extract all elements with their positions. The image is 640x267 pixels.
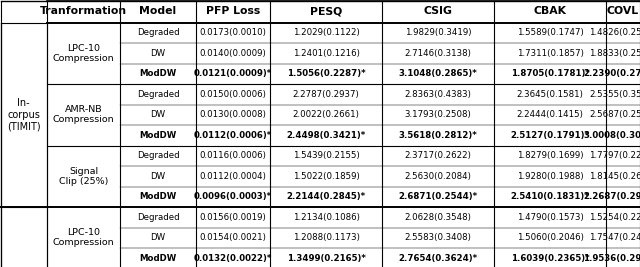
Text: 0.0173(0.0010): 0.0173(0.0010) [200,28,266,37]
Text: 0.0132(0.0022)*: 0.0132(0.0022)* [194,254,272,263]
Text: 1.9536(0.2959)*: 1.9536(0.2959)* [584,254,640,263]
Text: 1.8279(0.1699): 1.8279(0.1699) [516,151,583,160]
Text: 0.0121(0.0009)*: 0.0121(0.0009)* [194,69,272,78]
Text: 2.2787(0.2937): 2.2787(0.2937) [292,90,360,99]
Text: 2.2144(0.2845)*: 2.2144(0.2845)* [287,192,365,201]
Text: Degraded: Degraded [137,151,179,160]
Text: 1.6039(0.2365)*: 1.6039(0.2365)* [511,254,589,263]
Text: ModDW: ModDW [140,192,177,201]
Text: 2.5410(0.1831)*: 2.5410(0.1831)* [511,192,589,201]
Text: DW: DW [150,110,166,119]
Text: PESQ: PESQ [310,6,342,17]
Text: 2.3717(0.2622): 2.3717(0.2622) [404,151,472,160]
Text: 2.7654(0.3624)*: 2.7654(0.3624)* [399,254,477,263]
Text: 1.5060(0.2046): 1.5060(0.2046) [516,233,584,242]
Text: 1.2134(0.1086): 1.2134(0.1086) [292,213,360,222]
Text: 1.5254(0.2281): 1.5254(0.2281) [589,213,640,222]
Text: DW: DW [150,49,166,58]
Text: 1.7547(0.2453): 1.7547(0.2453) [589,233,640,242]
Text: 0.0154(0.0021): 0.0154(0.0021) [200,233,266,242]
Text: ModDW: ModDW [140,131,177,140]
Text: Model: Model [140,6,177,17]
Text: 2.8363(0.4383): 2.8363(0.4383) [404,90,472,99]
Text: 1.2401(0.1216): 1.2401(0.1216) [292,49,360,58]
Text: 2.3645(0.1581): 2.3645(0.1581) [516,90,584,99]
Text: DW: DW [150,233,166,242]
Text: ModDW: ModDW [140,69,177,78]
Text: 0.0112(0.0006)*: 0.0112(0.0006)* [194,131,272,140]
Text: LPC-10
Compression: LPC-10 Compression [52,44,115,63]
Text: 2.6871(0.2544)*: 2.6871(0.2544)* [399,192,477,201]
Text: Degraded: Degraded [137,90,179,99]
Text: DW: DW [150,172,166,181]
Text: PFP Loss: PFP Loss [206,6,260,17]
Text: 2.2444(0.1415): 2.2444(0.1415) [516,110,584,119]
Text: 1.5589(0.1747): 1.5589(0.1747) [516,28,584,37]
Text: 2.5127(0.1791)*: 2.5127(0.1791)* [511,131,589,140]
Text: CSIG: CSIG [424,6,452,17]
Text: Degraded: Degraded [137,213,179,222]
Text: AMR-NB
Compression: AMR-NB Compression [52,105,115,124]
Text: 0.0140(0.0009): 0.0140(0.0009) [200,49,266,58]
Text: 1.9280(0.1988): 1.9280(0.1988) [516,172,583,181]
Text: 1.4790(0.1573): 1.4790(0.1573) [516,213,584,222]
Text: LPC-10
Compression: LPC-10 Compression [52,228,115,248]
Text: 1.2088(0.1173): 1.2088(0.1173) [292,233,360,242]
Text: 1.7797(0.2211): 1.7797(0.2211) [589,151,640,160]
Text: 1.8145(0.2632): 1.8145(0.2632) [589,172,640,181]
Text: ModDW: ModDW [140,254,177,263]
Text: 0.0156(0.0019): 0.0156(0.0019) [200,213,266,222]
Text: 2.0628(0.3548): 2.0628(0.3548) [404,213,472,222]
Text: COVL: COVL [607,6,639,17]
Text: 0.0096(0.0003)*: 0.0096(0.0003)* [194,192,272,201]
Text: 2.5355(0.3529): 2.5355(0.3529) [589,90,640,99]
Text: 2.5687(0.2506): 2.5687(0.2506) [589,110,640,119]
Text: 1.5439(0.2155): 1.5439(0.2155) [292,151,360,160]
Text: 3.1048(0.2865)*: 3.1048(0.2865)* [399,69,477,78]
Text: 3.1793(0.2508): 3.1793(0.2508) [404,110,472,119]
Text: 1.8705(0.1781)*: 1.8705(0.1781)* [511,69,589,78]
Text: 2.7146(0.3138): 2.7146(0.3138) [404,49,472,58]
Text: 1.8833(0.2543): 1.8833(0.2543) [589,49,640,58]
Text: 3.0008(0.3070)*: 3.0008(0.3070)* [584,131,640,140]
Text: 1.3499(0.2165)*: 1.3499(0.2165)* [287,254,365,263]
Text: 2.5630(0.2084): 2.5630(0.2084) [404,172,472,181]
Text: CBAK: CBAK [534,6,566,17]
Text: 2.5583(0.3408): 2.5583(0.3408) [404,233,472,242]
Text: 3.5618(0.2812)*: 3.5618(0.2812)* [399,131,477,140]
Text: Tranformation: Tranformation [40,6,127,17]
Text: 1.9829(0.3419): 1.9829(0.3419) [404,28,471,37]
Text: 1.7311(0.1857): 1.7311(0.1857) [516,49,584,58]
Text: 2.2390(0.2794)*: 2.2390(0.2794)* [583,69,640,78]
Text: 0.0116(0.0006): 0.0116(0.0006) [200,151,266,160]
Text: 2.4498(0.3421)*: 2.4498(0.3421)* [286,131,365,140]
Text: 2.2687(0.2988)*: 2.2687(0.2988)* [583,192,640,201]
Text: 1.5056(0.2287)*: 1.5056(0.2287)* [287,69,365,78]
Text: In-
corpus
(TIMIT): In- corpus (TIMIT) [7,98,40,131]
Text: 2.0022(0.2661): 2.0022(0.2661) [292,110,360,119]
Text: Signal
Clip (25%): Signal Clip (25%) [59,167,108,186]
Text: 0.0130(0.0008): 0.0130(0.0008) [200,110,266,119]
Text: 0.0150(0.0006): 0.0150(0.0006) [200,90,266,99]
Text: 1.2029(0.1122): 1.2029(0.1122) [292,28,360,37]
Text: 0.0112(0.0004): 0.0112(0.0004) [200,172,266,181]
Text: 1.5022(0.1859): 1.5022(0.1859) [292,172,360,181]
Text: Degraded: Degraded [137,28,179,37]
Text: 1.4826(0.2501): 1.4826(0.2501) [589,28,640,37]
